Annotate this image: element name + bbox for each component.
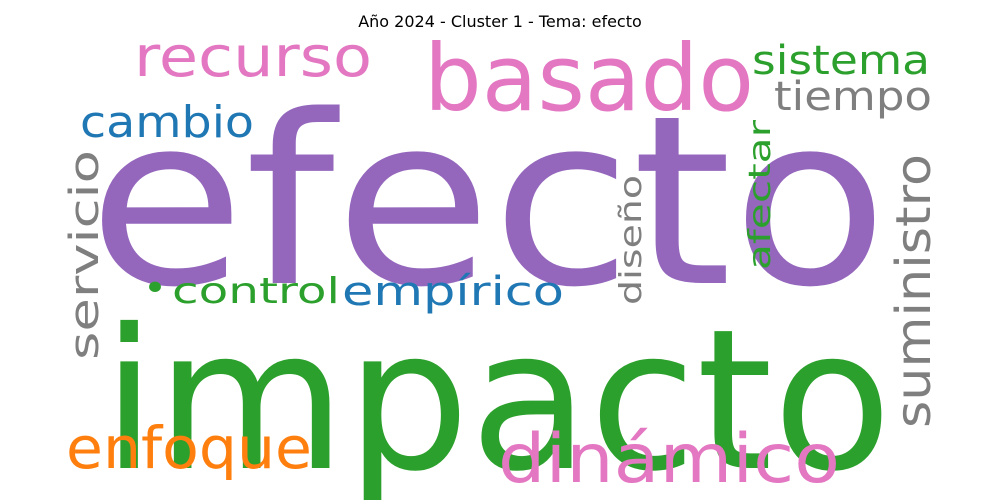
word-impacto: impacto xyxy=(102,287,892,500)
word-tiempo: tiempo xyxy=(774,74,932,120)
chart-title: Año 2024 - Cluster 1 - Tema: efecto xyxy=(358,12,642,31)
word-recurso: recurso xyxy=(134,25,372,90)
word-servicio: servicio xyxy=(62,150,108,360)
word-empirico: empírico xyxy=(342,269,564,315)
word-efecto: efecto xyxy=(88,66,888,339)
word-diseno: diseño xyxy=(614,175,649,305)
word-dot: • xyxy=(143,268,167,309)
word-cambio: cambio xyxy=(80,97,254,148)
word-enfoque: enfoque xyxy=(66,414,312,482)
word-sistema: sistema xyxy=(752,38,930,84)
word-control: control xyxy=(172,271,340,312)
word-basado: basado xyxy=(424,25,754,132)
word-afectar: afectar xyxy=(743,119,778,270)
word-dinamico: dinámico xyxy=(498,420,840,499)
word-suministro: suministro xyxy=(886,154,942,428)
